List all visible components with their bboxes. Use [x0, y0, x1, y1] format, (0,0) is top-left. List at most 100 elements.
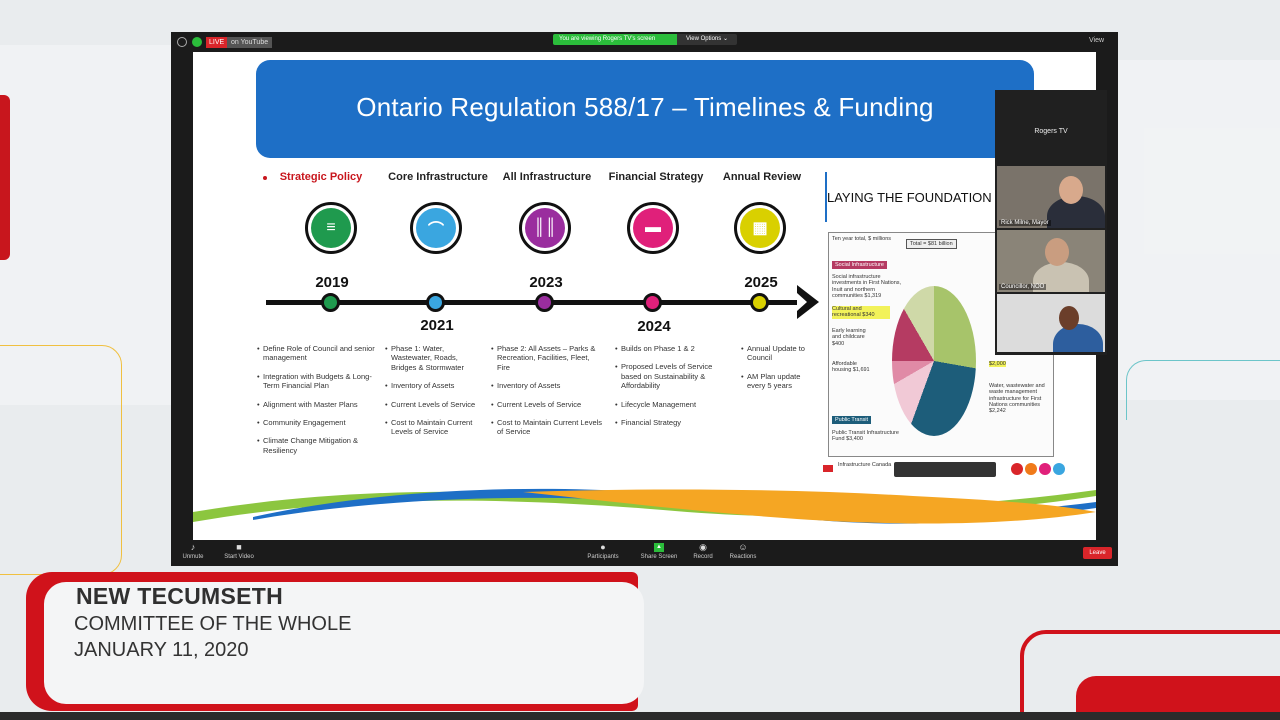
bullet-dot [263, 176, 267, 180]
participant-tile[interactable]: Councillor, NOO [997, 230, 1105, 292]
list-item: Define Role of Council and senior manage… [257, 344, 375, 363]
camera-icon: ■ [236, 542, 242, 552]
share-screen-icon: ▲ [654, 543, 664, 552]
view-options-button[interactable]: View Options ⌄ [677, 34, 737, 45]
chart-total: Total = $81 billion [906, 239, 957, 250]
bullet-list-2023: Phase 2: All Assets – Parks & Recreation… [491, 344, 603, 446]
list-item: Alignment with Master Plans [257, 400, 375, 410]
social-tag: Social Infrastructure [832, 261, 887, 269]
early-text: Early learning and childcare $400 [832, 328, 866, 347]
list-item: Current Levels of Service [491, 400, 603, 410]
lower-third-subtitle: COMMITTEE OF THE WHOLE [74, 613, 352, 635]
bullet-list-2021: Phase 1: Water, Wastewater, Roads, Bridg… [385, 344, 485, 446]
background-yellow-frame [0, 345, 122, 575]
zoom-window: LIVE on YouTube You are viewing Rogers T… [171, 32, 1118, 566]
list-item: AM Plan update every 5 years [741, 372, 819, 391]
record-icon: ◉ [699, 542, 707, 552]
strategic-policy-icon: ≡ [305, 202, 357, 254]
water-text: Water, wastewater and waste management i… [989, 383, 1045, 415]
list-item: Financial Strategy [615, 418, 727, 428]
list-item: Cost to Maintain Current Levels of Servi… [385, 418, 485, 437]
participant-tile[interactable] [997, 294, 1105, 352]
list-item: Climate Change Mitigation & Resiliency [257, 436, 375, 455]
bridge-icon: ⌒ [410, 202, 462, 254]
list-item: Lifecycle Management [615, 400, 727, 410]
reactions-button[interactable]: ☺ Reactions [729, 542, 757, 561]
record-button[interactable]: ◉ Record [693, 542, 713, 561]
social-text: Social infrastructure investments in Fir… [832, 274, 902, 299]
embedded-divider [825, 172, 827, 222]
participant-tile[interactable]: Rick Milne, Mayor [997, 166, 1105, 228]
share-screen-button[interactable]: ▲ Share Screen [640, 543, 678, 560]
annotation-toolbar[interactable] [894, 462, 996, 477]
lower-third-date: JANUARY 11, 2020 [74, 639, 249, 661]
decorative-swoosh [193, 488, 1096, 524]
list-item: Integration with Budgets & Long-Term Fin… [257, 372, 375, 391]
housing-text: Affordable housing $1,691 [832, 361, 870, 374]
infrastructure-icon: ║║ [519, 202, 571, 254]
list-item: Phase 2: All Assets – Parks & Recreation… [491, 344, 603, 372]
zoom-top-bar: LIVE on YouTube You are viewing Rogers T… [171, 32, 1118, 52]
timeline-dot [643, 293, 662, 312]
funding-pie-chart [892, 286, 976, 436]
participant-name: Councillor, NOO [999, 284, 1047, 290]
year-2023: 2023 [529, 274, 563, 291]
background-red-accent [0, 95, 10, 260]
timeline-dot [426, 293, 445, 312]
timeline-dot [535, 293, 554, 312]
lower-third-panel [44, 582, 644, 704]
phase-label-core-infrastructure: Core Infrastructure [388, 171, 488, 183]
participants-icon: ● [600, 542, 606, 552]
list-item: Inventory of Assets [385, 381, 485, 391]
slide-title: Ontario Regulation 588/17 – Timelines & … [356, 92, 934, 122]
right-value-text: $2,000 [989, 361, 1006, 368]
leave-button[interactable]: Leave [1083, 547, 1112, 559]
cultural-text: Cultural and recreational $340 [832, 306, 890, 319]
chart-caption: Ten year total, $ millions [832, 236, 891, 242]
annotate-pink-icon[interactable] [1039, 463, 1051, 475]
gallery-title: Rogers TV [1034, 128, 1068, 135]
list-item: Community Engagement [257, 418, 375, 428]
lower-third-title: NEW TECUMSETH [76, 583, 284, 609]
annotate-red-icon[interactable] [1011, 463, 1023, 475]
review-icon: ▦ [734, 202, 786, 254]
embedded-slide-title: LAYING THE FOUNDATION - $11 [827, 190, 1024, 205]
transit-tag: Public Transit [832, 416, 872, 424]
info-icon[interactable] [177, 37, 187, 47]
timeline-dot [321, 293, 340, 312]
annotate-blue-icon[interactable] [1053, 463, 1065, 475]
list-item: Current Levels of Service [385, 400, 485, 410]
list-item: Inventory of Assets [491, 381, 603, 391]
canada-flag-icon [823, 465, 833, 472]
video-gallery: Rogers TV Rick Milne, Mayor Councillor, … [995, 90, 1107, 355]
shared-slide: Ontario Regulation 588/17 – Timelines & … [193, 52, 1096, 540]
bottom-strip [0, 712, 1280, 720]
participants-button[interactable]: ● Participants [587, 542, 619, 561]
bullet-list-2024: Builds on Phase 1 & 2 Proposed Levels of… [615, 344, 727, 436]
microphone-icon: ♪ [190, 542, 196, 552]
stream-platform-badge[interactable]: on YouTube [227, 37, 273, 48]
year-2021: 2021 [420, 317, 454, 334]
timeline-line [266, 300, 803, 305]
start-video-button[interactable]: ■ Start Video [224, 542, 254, 561]
unmute-button[interactable]: ♪ Unmute [182, 542, 204, 561]
phase-label-strategic-policy: Strategic Policy [279, 171, 363, 183]
list-item: Phase 1: Water, Wastewater, Roads, Bridg… [385, 344, 485, 372]
live-badge[interactable]: LIVE [206, 37, 228, 48]
corner-red-frame [1020, 630, 1280, 720]
financial-icon: ▬ [627, 202, 679, 254]
view-button[interactable]: View [1089, 37, 1105, 44]
reactions-icon: ☺ [738, 542, 748, 552]
shield-icon[interactable] [192, 37, 202, 47]
bullet-list-2019: Define Role of Council and senior manage… [257, 344, 375, 464]
phase-label-all-infrastructure: All Infrastructure [502, 171, 592, 183]
year-2025: 2025 [744, 274, 778, 291]
bullet-list-2025: Annual Update to Council AM Plan update … [741, 344, 819, 400]
year-2024: 2024 [637, 318, 671, 335]
phase-label-annual-review: Annual Review [722, 171, 802, 183]
annotate-orange-icon[interactable] [1025, 463, 1037, 475]
background-teal-frame [1126, 360, 1280, 420]
timeline-dot [750, 293, 769, 312]
phase-label-financial-strategy: Financial Strategy [608, 171, 704, 183]
year-2019: 2019 [315, 274, 349, 291]
